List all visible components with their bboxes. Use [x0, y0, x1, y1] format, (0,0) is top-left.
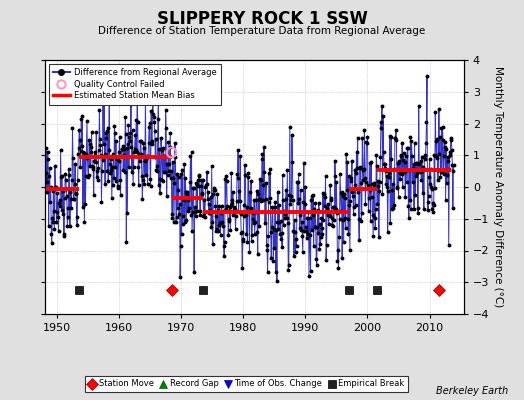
Text: Berkeley Earth: Berkeley Earth: [436, 386, 508, 396]
Text: Difference of Station Temperature Data from Regional Average: Difference of Station Temperature Data f…: [99, 26, 425, 36]
Legend: Station Move, Record Gap, Time of Obs. Change, Empirical Break: Station Move, Record Gap, Time of Obs. C…: [85, 376, 408, 392]
Legend: Difference from Regional Average, Quality Control Failed, Estimated Station Mean: Difference from Regional Average, Qualit…: [49, 64, 221, 104]
Text: SLIPPERY ROCK 1 SSW: SLIPPERY ROCK 1 SSW: [157, 10, 367, 28]
Y-axis label: Monthly Temperature Anomaly Difference (°C): Monthly Temperature Anomaly Difference (…: [494, 66, 504, 308]
